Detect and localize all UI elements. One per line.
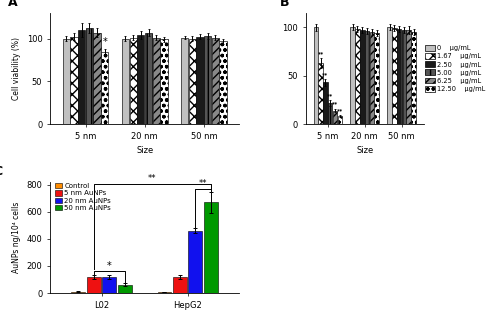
Text: *: * bbox=[107, 261, 112, 271]
Bar bbox=[158, 292, 172, 293]
Text: **: ** bbox=[199, 179, 207, 188]
Bar bbox=[328, 103, 332, 124]
Bar bbox=[220, 41, 226, 124]
Bar bbox=[137, 35, 144, 124]
Text: C: C bbox=[0, 165, 2, 178]
Bar bbox=[145, 33, 152, 124]
Bar bbox=[118, 285, 132, 293]
Bar bbox=[338, 116, 342, 124]
Text: **: ** bbox=[148, 175, 156, 184]
Text: **: ** bbox=[318, 52, 324, 56]
Bar bbox=[72, 292, 86, 293]
Bar bbox=[370, 32, 374, 124]
Bar bbox=[355, 29, 360, 124]
Bar bbox=[204, 203, 218, 293]
Bar bbox=[78, 30, 86, 124]
Text: A: A bbox=[8, 0, 18, 9]
Bar bbox=[314, 27, 318, 124]
Bar bbox=[204, 36, 212, 124]
Bar bbox=[122, 39, 129, 124]
Text: B: B bbox=[280, 0, 289, 9]
Y-axis label: AuNPs ng/10⁴ cells: AuNPs ng/10⁴ cells bbox=[12, 202, 21, 273]
Bar bbox=[87, 277, 101, 293]
Bar bbox=[101, 52, 108, 124]
Bar bbox=[62, 39, 70, 124]
Bar bbox=[350, 27, 355, 124]
Bar bbox=[374, 33, 379, 124]
Bar bbox=[323, 82, 328, 124]
Bar bbox=[188, 231, 202, 293]
Text: *: * bbox=[102, 37, 107, 47]
Y-axis label: Cell viability (%): Cell viability (%) bbox=[12, 37, 21, 100]
Text: **: ** bbox=[322, 72, 328, 77]
Bar bbox=[102, 277, 117, 293]
Bar bbox=[181, 38, 188, 124]
Bar bbox=[94, 33, 100, 124]
X-axis label: Size: Size bbox=[136, 146, 154, 155]
Bar bbox=[160, 39, 168, 124]
Bar bbox=[360, 30, 364, 124]
Bar bbox=[402, 30, 406, 124]
Bar bbox=[173, 277, 187, 293]
Bar bbox=[397, 29, 402, 124]
Bar bbox=[412, 32, 416, 124]
Text: **: ** bbox=[327, 93, 334, 98]
Bar bbox=[130, 38, 137, 124]
Legend: Control, 5 nm AuNPs, 20 nm AuNPs, 50 nm AuNPs: Control, 5 nm AuNPs, 20 nm AuNPs, 50 nm … bbox=[56, 183, 111, 211]
Bar bbox=[406, 30, 411, 124]
Text: **: ** bbox=[332, 102, 338, 107]
Bar bbox=[196, 37, 203, 124]
Bar bbox=[152, 38, 160, 124]
Bar bbox=[332, 110, 337, 124]
Bar bbox=[318, 63, 323, 124]
Legend: 0    μg/mL, 1.67    μg/mL, 2.50    μg/mL, 5.00    μg/mL, 6.25    μg/mL, 12.50   : 0 μg/mL, 1.67 μg/mL, 2.50 μg/mL, 5.00 μg… bbox=[426, 45, 486, 92]
Bar bbox=[212, 38, 219, 124]
Bar bbox=[365, 31, 370, 124]
Bar bbox=[70, 37, 78, 124]
Bar bbox=[392, 28, 396, 124]
Bar bbox=[188, 39, 196, 124]
Bar bbox=[86, 28, 93, 124]
X-axis label: Size: Size bbox=[356, 146, 374, 155]
Text: **: ** bbox=[336, 109, 343, 113]
Bar bbox=[388, 27, 392, 124]
